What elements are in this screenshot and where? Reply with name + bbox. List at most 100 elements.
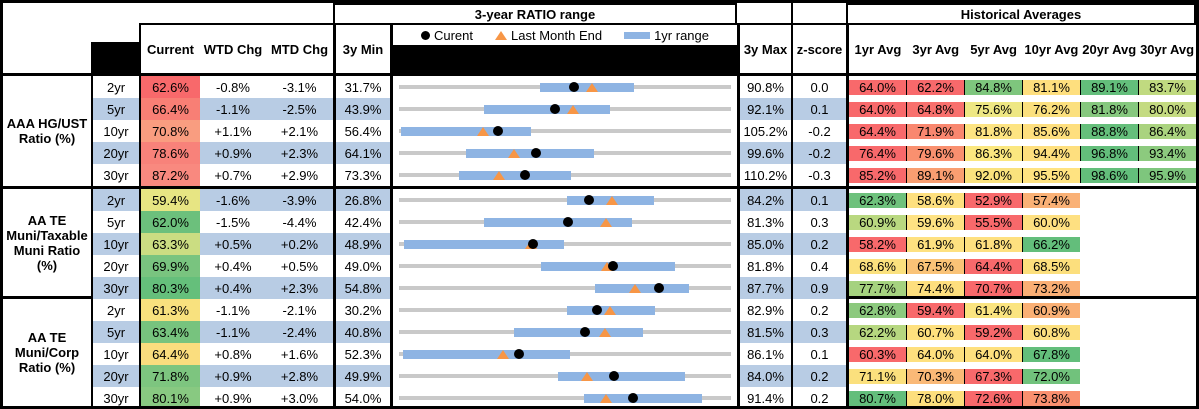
cell-avg-2[interactable]: 74.4% xyxy=(906,280,964,296)
cell-mtd-chg[interactable]: +2.9% xyxy=(280,167,319,183)
cell-avg-4[interactable]: 57.4% xyxy=(1022,192,1080,208)
cell-avg-3[interactable]: 61.4% xyxy=(964,302,1022,318)
cell-current[interactable]: 69.9% xyxy=(139,255,200,277)
cell-3y-max[interactable]: 90.8% xyxy=(737,76,791,98)
cell-avg-5[interactable]: 96.8% xyxy=(1080,145,1138,161)
cell-z-score[interactable]: -0.2 xyxy=(791,120,846,142)
cell-avg-1[interactable]: 62.2% xyxy=(849,324,906,340)
cell-avg-6[interactable]: 80.0% xyxy=(1138,101,1196,117)
cell-mtd-chg[interactable]: +2.1% xyxy=(280,123,319,139)
cell-avg-1[interactable]: 76.4% xyxy=(849,145,906,161)
cell-avg-4[interactable]: 85.6% xyxy=(1022,123,1080,139)
cell-wtd-chg[interactable]: -1.1% xyxy=(200,98,266,120)
cell-3y-min[interactable]: 56.4% xyxy=(333,120,390,142)
cell-3y-min[interactable]: 42.4% xyxy=(333,211,390,233)
cell-avg-4[interactable]: 60.9% xyxy=(1022,302,1080,318)
cell-avg-2[interactable]: 89.1% xyxy=(906,167,964,183)
cell-avg-1[interactable]: 58.2% xyxy=(849,236,906,252)
cell-z-score[interactable]: 0.4 xyxy=(791,255,846,277)
cell-3y-min[interactable]: 49.9% xyxy=(333,365,390,387)
cell-3y-min[interactable]: 26.8% xyxy=(333,189,390,211)
cell-avg-4[interactable]: 81.1% xyxy=(1022,79,1080,95)
cell-avg-1[interactable]: 68.6% xyxy=(849,258,906,274)
cell-wtd-chg[interactable]: +1.1% xyxy=(214,123,252,139)
cell-3y-max[interactable]: 85.0% xyxy=(737,233,791,255)
cell-avg-1[interactable]: 64.4% xyxy=(849,123,906,139)
cell-current[interactable]: 62.6% xyxy=(139,76,200,98)
cell-avg-5[interactable]: 98.6% xyxy=(1080,167,1138,183)
cell-mtd-chg[interactable]: -3.1% xyxy=(282,79,317,95)
cell-avg-2[interactable]: 58.6% xyxy=(906,192,964,208)
cell-z-score[interactable]: 0.3 xyxy=(791,321,846,343)
cell-tenor[interactable]: 20yr xyxy=(91,255,139,277)
cell-z-score[interactable]: 0.2 xyxy=(791,387,846,406)
cell-current[interactable]: 66.4% xyxy=(139,98,200,120)
cell-tenor[interactable]: 2yr xyxy=(91,299,139,321)
cell-avg-3[interactable]: 64.0% xyxy=(964,346,1022,362)
cell-avg-3[interactable]: 92.0% xyxy=(964,167,1022,183)
cell-mtd-chg[interactable]: +1.6% xyxy=(280,346,319,362)
cell-3y-min[interactable]: 52.3% xyxy=(333,343,390,365)
cell-tenor[interactable]: 10yr xyxy=(91,120,139,142)
cell-avg-1[interactable]: 77.7% xyxy=(849,280,906,296)
cell-tenor[interactable]: 20yr xyxy=(91,365,139,387)
cell-avg-6[interactable]: 86.4% xyxy=(1138,123,1196,139)
cell-avg-4[interactable]: 76.2% xyxy=(1022,101,1080,117)
cell-3y-max[interactable]: 84.2% xyxy=(737,189,791,211)
cell-avg-3[interactable]: 61.8% xyxy=(964,236,1022,252)
cell-3y-min[interactable]: 31.7% xyxy=(333,76,390,98)
cell-z-score[interactable]: 0.0 xyxy=(791,76,846,98)
cell-current[interactable]: 80.1% xyxy=(139,387,200,406)
cell-avg-4[interactable]: 60.0% xyxy=(1022,214,1080,230)
cell-3y-min[interactable]: 73.3% xyxy=(333,164,390,186)
cell-mtd-chg[interactable]: -2.5% xyxy=(266,98,333,120)
cell-tenor[interactable]: 5yr xyxy=(91,211,139,233)
cell-z-score[interactable]: -0.3 xyxy=(791,164,846,186)
cell-avg-3[interactable]: 55.5% xyxy=(964,214,1022,230)
cell-3y-min[interactable]: 64.1% xyxy=(333,142,390,164)
cell-avg-4[interactable]: 95.5% xyxy=(1022,167,1080,183)
cell-avg-4[interactable]: 67.8% xyxy=(1022,346,1080,362)
cell-tenor[interactable]: 20yr xyxy=(91,142,139,164)
cell-avg-3[interactable]: 70.7% xyxy=(964,280,1022,296)
cell-avg-2[interactable]: 62.2% xyxy=(906,79,964,95)
cell-z-score[interactable]: 0.1 xyxy=(791,98,846,120)
cell-wtd-chg[interactable]: -0.8% xyxy=(216,79,250,95)
cell-3y-max[interactable]: 110.2% xyxy=(737,164,791,186)
cell-avg-4[interactable]: 94.4% xyxy=(1022,145,1080,161)
cell-current[interactable]: 64.4% xyxy=(139,343,200,365)
cell-current[interactable]: 78.6% xyxy=(139,142,200,164)
cell-tenor[interactable]: 30yr xyxy=(91,277,139,299)
cell-avg-1[interactable]: 64.0% xyxy=(849,101,906,117)
cell-mtd-chg[interactable]: -2.1% xyxy=(282,302,317,318)
cell-wtd-chg[interactable]: +0.9% xyxy=(214,390,252,406)
cell-wtd-chg[interactable]: -1.5% xyxy=(216,214,250,230)
cell-3y-min[interactable]: 54.0% xyxy=(333,387,390,406)
cell-avg-2[interactable]: 61.9% xyxy=(906,236,964,252)
cell-current[interactable]: 61.3% xyxy=(139,299,200,321)
cell-wtd-chg[interactable]: -1.1% xyxy=(200,321,266,343)
cell-avg-2[interactable]: 78.0% xyxy=(906,390,964,406)
cell-avg-3[interactable]: 52.9% xyxy=(964,192,1022,208)
cell-3y-max[interactable]: 91.4% xyxy=(737,387,791,406)
cell-avg-2[interactable]: 59.6% xyxy=(906,214,964,230)
cell-tenor[interactable]: 5yr xyxy=(91,321,139,343)
cell-3y-max[interactable]: 84.0% xyxy=(737,365,791,387)
cell-avg-1[interactable]: 64.0% xyxy=(849,79,906,95)
cell-avg-3[interactable]: 86.3% xyxy=(964,145,1022,161)
cell-3y-max[interactable]: 82.9% xyxy=(737,299,791,321)
cell-current[interactable]: 59.4% xyxy=(139,189,200,211)
cell-avg-3[interactable]: 81.8% xyxy=(964,123,1022,139)
cell-avg-3[interactable]: 59.2% xyxy=(964,324,1022,340)
cell-3y-max[interactable]: 86.1% xyxy=(737,343,791,365)
cell-z-score[interactable]: 0.1 xyxy=(791,343,846,365)
cell-wtd-chg[interactable]: +0.8% xyxy=(214,346,252,362)
cell-3y-max[interactable]: 87.7% xyxy=(737,277,791,299)
cell-avg-5[interactable]: 88.8% xyxy=(1080,123,1138,139)
cell-avg-6[interactable]: 93.4% xyxy=(1138,145,1196,161)
cell-3y-max[interactable]: 81.5% xyxy=(737,321,791,343)
cell-wtd-chg[interactable]: +0.4% xyxy=(214,258,252,274)
cell-avg-6[interactable]: 83.7% xyxy=(1138,79,1196,95)
cell-z-score[interactable]: 0.1 xyxy=(791,189,846,211)
cell-mtd-chg[interactable]: -4.4% xyxy=(282,214,317,230)
